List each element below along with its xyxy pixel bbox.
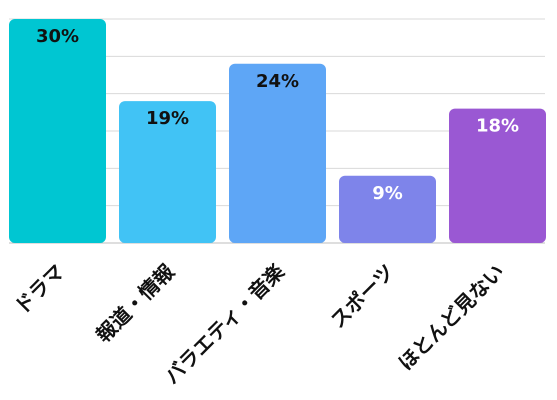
category-label-4: スポーツ — [326, 259, 399, 332]
bar-1 — [9, 19, 106, 243]
bar-value-label-4: 9% — [372, 183, 403, 204]
bar-value-label-5: 18% — [476, 116, 519, 137]
bar-value-label-1: 30% — [36, 26, 79, 47]
category-label-5: ほとんど見ない — [393, 259, 509, 375]
bar-4 — [339, 175, 436, 243]
bar-5 — [449, 108, 546, 243]
bar-value-label-2: 19% — [146, 108, 189, 129]
category-label-3: バラエティ・音楽 — [160, 259, 290, 389]
bar-2 — [119, 101, 216, 243]
bar-3 — [229, 63, 326, 243]
category-label-1: ドラマ — [10, 259, 69, 318]
bar-value-label-3: 24% — [256, 71, 299, 92]
category-label-2: 報道・情報 — [91, 259, 179, 347]
